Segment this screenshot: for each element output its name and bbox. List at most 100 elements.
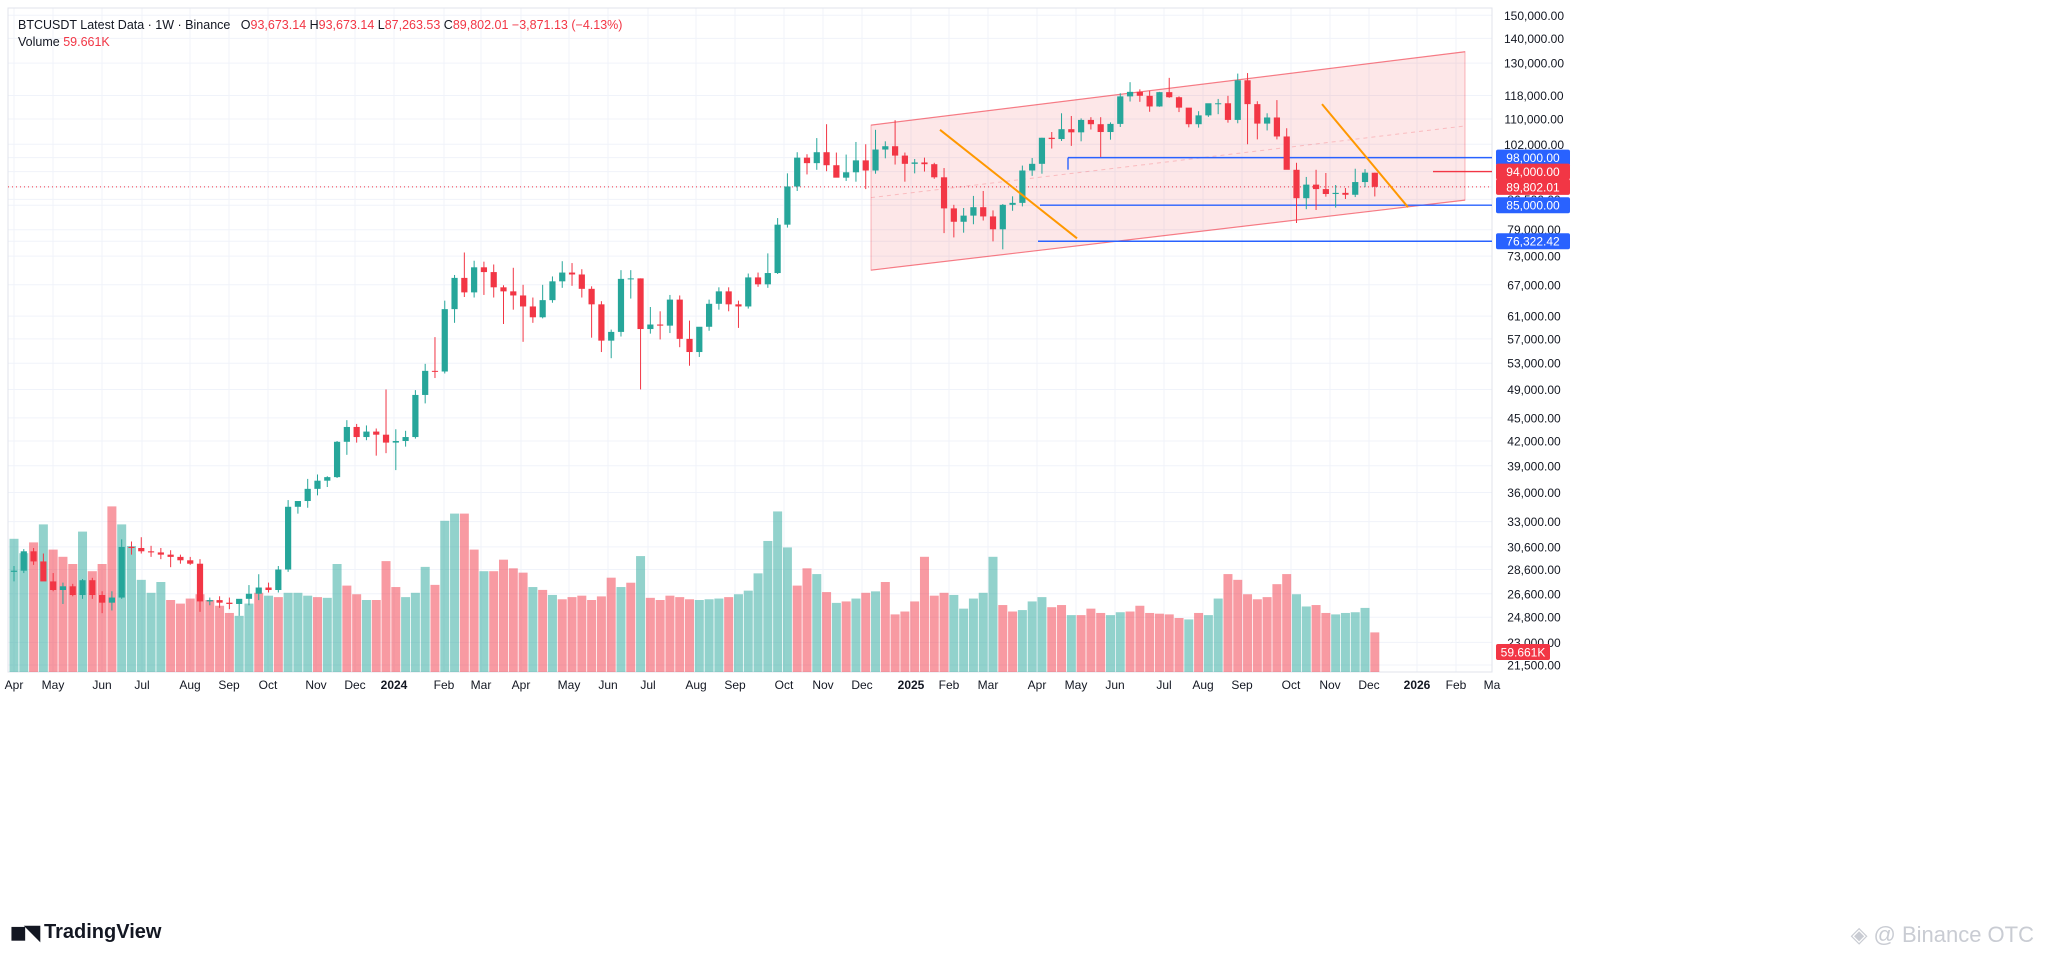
volume-bar [968,598,978,672]
candle-body [40,561,47,582]
volume-bar [861,592,871,672]
volume-bar [763,540,773,672]
candle-body [617,278,625,332]
candle-body [500,287,507,292]
candle-body [304,488,311,502]
volume-bar [1243,594,1253,672]
candle-body [441,309,448,372]
volume-bar [1194,612,1204,672]
volume-bar [1174,618,1184,672]
candle-body [696,326,703,353]
candle-body [402,437,409,441]
candle-body [10,570,18,572]
tradingview-logo[interactable]: ◼◥ TradingView [10,920,161,945]
low-label: L [377,18,385,32]
candle-body [1087,119,1094,125]
price-tick-label: 28,600.00 [1507,563,1561,577]
time-tick-label: Feb [434,678,455,692]
volume-bar [577,595,587,672]
volume-bar [391,587,401,672]
candle-body [1068,129,1075,133]
candle-body [823,152,830,166]
price-axis: 150,000.00 140,000.00 130,000.00 118,000.00… [1496,9,1570,672]
candle-body [901,155,908,164]
price-label-bg [1496,163,1570,180]
channel-lower-line[interactable] [870,199,1466,271]
volume-bar [792,585,802,672]
volume-bar [919,556,929,672]
price-label: 98,000.00 [1506,151,1560,165]
candle-body [754,277,762,285]
candle-body [1029,163,1036,171]
volume-bar [626,582,636,672]
time-tick-label: Jul [1156,678,1171,692]
volume-bar [1331,614,1341,672]
binance-diamond-icon: ◈ [1850,922,1868,947]
candle-body [89,580,96,596]
candlestick-chart[interactable]: 150,000.00 140,000.00 130,000.00 118,000.00… [0,0,2048,906]
candle-body [1205,103,1212,116]
time-tick-label: Nov [305,678,326,692]
price-tick-label: 110,000.00 [1504,113,1563,127]
volume-label[interactable]: Volume [18,35,60,49]
volume-bar [283,592,293,672]
volume-bar [87,571,97,672]
volume-bar [1105,615,1115,672]
volume-bar [1360,607,1370,672]
candle-body [147,551,155,553]
time-tick-label: Mar [471,678,492,692]
volume-bar [1066,615,1076,672]
candle-body [333,441,341,478]
volume-bar [29,542,39,672]
volume-bar [58,556,68,672]
candle-body [1254,104,1261,124]
volume-bar [1262,597,1272,672]
symbol-title[interactable]: BTCUSDT Latest Data · 1W · Binance [18,18,231,32]
volume-bar [851,598,861,672]
time-tick-label: Oct [259,678,278,692]
trend-line[interactable] [1321,103,1409,208]
volume-bar [205,600,215,672]
candle-body [931,164,938,178]
volume-bar [724,597,734,672]
volume-bar [1350,612,1360,672]
volume-bar [567,597,577,672]
channel-fill[interactable] [870,51,1466,271]
candle-body [382,434,390,443]
volume-bar [1154,613,1164,672]
candle-body [392,441,399,443]
time-tick-label: 2024 [381,678,408,692]
volume-bar [469,549,479,672]
volume-bar [822,592,832,672]
volume-bar [107,506,117,672]
volume-bar [508,568,518,672]
time-tick-label: May [42,678,65,692]
candle-body [921,162,928,165]
volume-bar [557,599,567,672]
candle-body [1117,96,1124,124]
volume-bar [1272,584,1282,672]
price-tick-label: 39,000.00 [1507,459,1561,473]
volume-bar [1125,611,1135,672]
candle-body [1234,80,1241,120]
volume-bar [606,577,616,672]
price-tick-label: 42,000.00 [1507,435,1561,449]
trend-line[interactable] [939,129,1078,240]
candle-body [510,291,517,296]
volume-bar [802,568,812,672]
time-tick-label: Nov [1319,678,1340,692]
candle-body [578,274,585,289]
candle-body [1009,202,1016,205]
candle-body [588,288,595,305]
volume-bar [528,587,538,672]
candle-body [1038,137,1046,164]
candle-body [157,552,164,555]
volume-bar [587,600,597,672]
time-tick-label: Dec [344,678,365,692]
volume-bar [1115,612,1125,672]
volume-bar [430,584,440,672]
channel-upper-line[interactable] [870,51,1466,126]
candle-body [1283,136,1290,170]
price-tick-label: 140,000.00 [1504,32,1564,46]
